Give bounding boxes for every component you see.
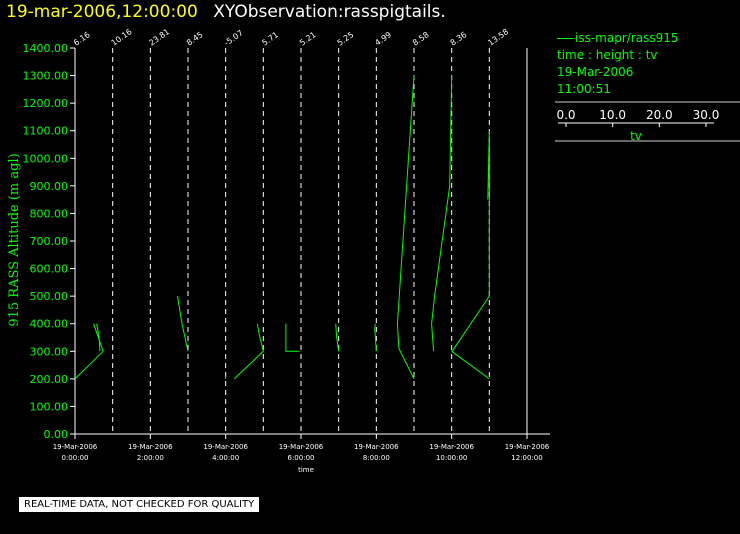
y-tick-label: 1300.00 xyxy=(23,70,69,83)
y-tick-label: 1400.00 xyxy=(23,42,69,55)
y-tick-label: 900.00 xyxy=(30,180,69,193)
profile-line xyxy=(285,323,300,352)
y-axis-label: 915 RASS Altitude (m agl) xyxy=(7,153,22,326)
axes: 0.00 100.00 200.00 300.00 400.00 500.00 600.00… xyxy=(23,42,550,462)
x-tick-label-date: 19-Mar-2006 xyxy=(203,443,248,451)
profile-line xyxy=(396,75,415,380)
chart-title: 19-mar-2006,12:00:00 XYObservation:rassp… xyxy=(6,2,446,22)
y-tick-label: 200.00 xyxy=(30,373,69,386)
x-tick-label-time: 12:00:00 xyxy=(511,454,542,462)
x-tick-label-date: 19-Mar-2006 xyxy=(354,443,399,451)
title-observation: XYObservation:rasspigtails. xyxy=(213,2,446,22)
y-tick-label: 500.00 xyxy=(30,290,69,303)
legend-date: 19-Mar-2006 xyxy=(557,65,634,79)
legend-variables: time : height : tv xyxy=(557,48,658,62)
x-tick-label-time: 8:00:00 xyxy=(363,454,390,462)
x-tick-label-date: 19-Mar-2006 xyxy=(53,443,98,451)
x-axis-label: time xyxy=(298,466,314,474)
y-tick-label: 0.00 xyxy=(44,428,69,441)
profile-line xyxy=(74,323,104,380)
y-tick-label: 300.00 xyxy=(30,345,69,358)
y-tick-label: 600.00 xyxy=(30,263,69,276)
profile-line xyxy=(335,323,340,352)
y-tick-label: 1200.00 xyxy=(23,97,69,110)
legend-time: 11:00:51 xyxy=(557,82,611,96)
y-tick-label: 1100.00 xyxy=(23,125,69,138)
x-tick-label-time: 10:00:00 xyxy=(436,454,467,462)
x-tick-label-time: 6:00:00 xyxy=(288,454,315,462)
profile-line xyxy=(177,296,189,352)
x-tick-label-date: 19-Mar-2006 xyxy=(128,443,173,451)
x-tick-label-date: 19-Mar-2006 xyxy=(429,443,474,451)
profile-line xyxy=(451,130,490,352)
profile-line xyxy=(451,350,490,380)
legend-series-name: iss-mapr/rass915 xyxy=(575,31,679,45)
legend-scale-label: tv xyxy=(630,129,642,143)
legend: iss-mapr/rass915 time : height : tv 19-M… xyxy=(557,30,679,98)
x-tick-label-time: 4:00:00 xyxy=(212,454,239,462)
profile-line xyxy=(374,323,377,352)
quality-disclaimer: REAL-TIME DATA, NOT CHECKED FOR QUALITY xyxy=(19,497,260,512)
legend-swatch xyxy=(557,38,573,39)
x-tick-label-date: 19-Mar-2006 xyxy=(505,443,550,451)
title-timestamp: 19-mar-2006,12:00:00 xyxy=(6,2,198,22)
y-tick-label: 1000.00 xyxy=(23,152,69,165)
profiles xyxy=(74,75,490,380)
legend-scale-tick-label: 0.0 xyxy=(556,108,575,122)
legend-scale-tick-label: 10.0 xyxy=(599,108,626,122)
y-tick-label: 800.00 xyxy=(30,207,69,220)
profile-line xyxy=(233,323,264,380)
legend-scale-tick-label: 30.0 xyxy=(693,108,720,122)
y-tick-label: 400.00 xyxy=(30,318,69,331)
profile-line xyxy=(431,75,453,352)
x-tick-label-date: 19-Mar-2006 xyxy=(279,443,324,451)
legend-series: iss-mapr/rass915 xyxy=(557,30,679,47)
x-tick-label-time: 2:00:00 xyxy=(137,454,164,462)
profile-line xyxy=(96,323,101,352)
y-tick-label: 100.00 xyxy=(30,400,69,413)
y-tick-label: 700.00 xyxy=(30,235,69,248)
x-tick-label-time: 0:00:00 xyxy=(62,454,89,462)
legend-scale-tick-label: 20.0 xyxy=(646,108,673,122)
